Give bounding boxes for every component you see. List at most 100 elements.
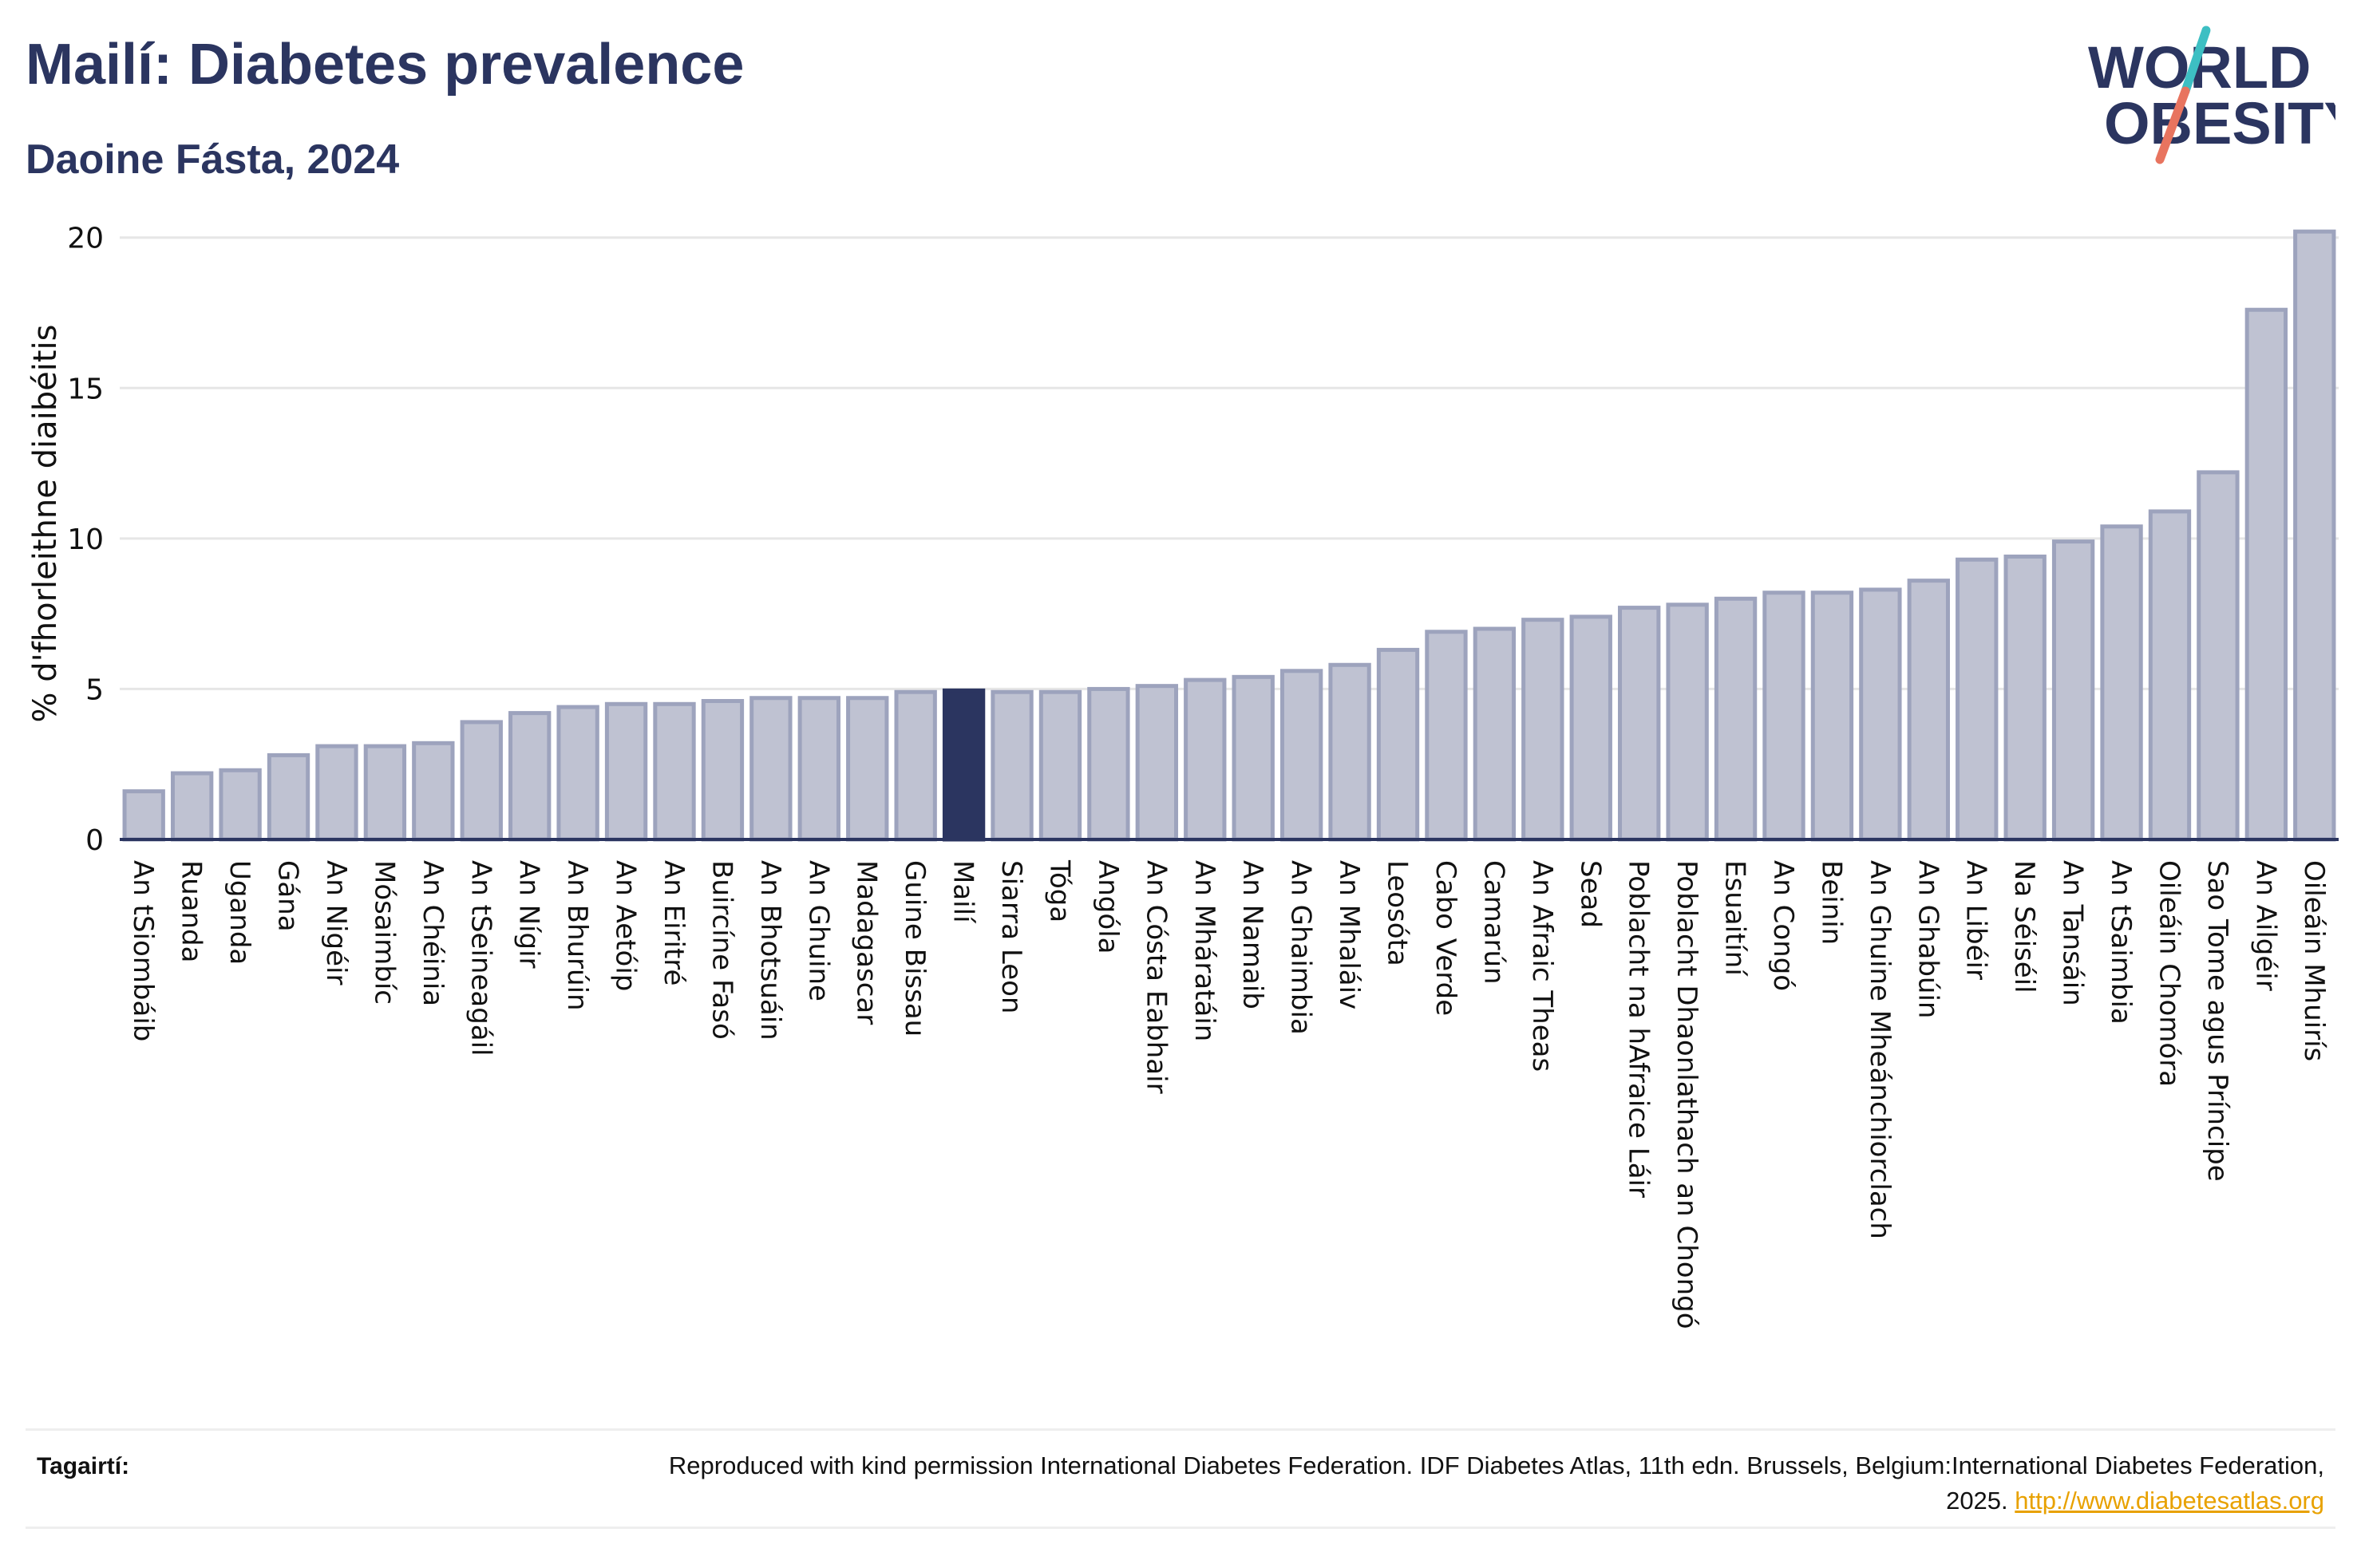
- x-tick-label: Sao Tome agus Príncipe: [2201, 860, 2233, 1182]
- x-tick-label: Ruanda: [176, 860, 208, 962]
- x-tick-label: An Cósta Eabhair: [1140, 860, 1172, 1094]
- x-tick-label: An Bhotsuáin: [754, 860, 786, 1041]
- logo-slash-coral: [2155, 86, 2190, 164]
- bars: [122, 229, 2336, 842]
- bar: [1473, 626, 1517, 842]
- x-tick-label: Poblacht Dhaonlathach an Chongó: [1671, 860, 1703, 1329]
- world-obesity-logo: WORLD OBESITY: [2088, 26, 2335, 164]
- bar: [846, 696, 889, 842]
- bar: [1810, 590, 1854, 842]
- bar: [1618, 606, 1661, 842]
- bar-highlighted: [942, 688, 986, 842]
- x-tick-label: Oileáin Mhuirís: [2298, 860, 2330, 1061]
- bar: [2244, 307, 2288, 842]
- x-tick-label: An Aetóip: [610, 860, 642, 991]
- x-tick-label: An Congó: [1767, 860, 1799, 991]
- bar: [1038, 689, 1082, 842]
- references-footer: Tagairtí: Reproduced with kind permissio…: [26, 1428, 2335, 1529]
- bar: [1762, 590, 1805, 842]
- references-link[interactable]: http://www.diabetesatlas.org: [2015, 1487, 2324, 1515]
- x-tick-label: Tóga: [1043, 859, 1075, 922]
- bar: [2197, 470, 2240, 842]
- x-tick-label: Guine Bissau: [899, 860, 931, 1037]
- logo-line-obesity: OBESITY: [2104, 90, 2335, 156]
- x-tick-label: Sead: [1574, 860, 1606, 928]
- bar: [315, 744, 358, 842]
- bar: [412, 741, 455, 842]
- bar: [1279, 669, 1323, 842]
- bar: [1521, 618, 1564, 842]
- y-tick-label: 20: [67, 223, 104, 255]
- x-tick-label: An Eiritré: [658, 860, 690, 985]
- y-tick-label: 15: [67, 373, 104, 405]
- x-tick-label: An Bhurúin: [561, 860, 593, 1011]
- y-axis-label: % d'fhorleithne diaibéitis: [27, 325, 64, 723]
- x-tick-label: An Libéir: [1960, 860, 1992, 980]
- x-tick-label: An tSaimbia: [2105, 860, 2137, 1025]
- x-tick-label: Angóla: [1092, 860, 1124, 954]
- chart-title: Mailí: Diabetes prevalence: [26, 33, 745, 97]
- bar: [749, 696, 793, 842]
- x-tick-label: An Namaib: [1236, 860, 1268, 1009]
- x-tick-label: An Ghaimbia: [1285, 860, 1317, 1035]
- bar: [2148, 509, 2192, 842]
- x-tick-label: Beinin: [1815, 860, 1847, 945]
- bar: [991, 689, 1034, 842]
- bar: [170, 771, 214, 842]
- logo-slash-teal: [2181, 26, 2211, 96]
- x-tick-label: An tSeineagáil: [465, 860, 496, 1057]
- bar: [219, 768, 262, 842]
- bar: [1135, 684, 1179, 842]
- x-tick-label: Oileáin Chomóra: [2153, 860, 2185, 1087]
- bar: [797, 696, 840, 842]
- x-tick-label: An Afraic Theas: [1526, 860, 1558, 1072]
- y-tick-label: 10: [67, 523, 104, 556]
- bar: [894, 689, 937, 842]
- bar: [1376, 647, 1420, 842]
- x-tick-labels: An tSiombáib Ruanda Uganda Gána An Nigéir Mós…: [127, 859, 2330, 1329]
- x-tick-label: An tSiombáib: [127, 860, 159, 1041]
- bar: [2003, 554, 2047, 842]
- x-tick-label: Uganda: [223, 860, 255, 965]
- bar: [1328, 662, 1371, 842]
- bar: [1087, 686, 1130, 842]
- x-tick-label: Mósaimbíc: [368, 860, 400, 1005]
- bar: [1714, 596, 1758, 842]
- x-tick-label: Leosóta: [1382, 860, 1414, 966]
- x-tick-label: Gána: [272, 860, 304, 932]
- bar: [701, 699, 745, 842]
- bar: [604, 701, 648, 842]
- x-tick-label: An Mháratáin: [1188, 860, 1220, 1041]
- bar: [1907, 579, 1950, 842]
- bar: [122, 789, 165, 842]
- bar: [1425, 630, 1468, 842]
- bar: [1232, 674, 1275, 842]
- bar: [1569, 614, 1612, 842]
- bar: [267, 752, 310, 842]
- chart-subtitle: Daoine Fásta, 2024: [26, 136, 400, 183]
- x-tick-label: Buircíne Fasó: [706, 860, 738, 1040]
- x-tick-label: An Mhaláiv: [1333, 860, 1365, 1009]
- bar: [508, 711, 552, 842]
- x-tick-label: An Nígir: [513, 860, 545, 969]
- x-tick-label: An Ailgéir: [2249, 860, 2281, 991]
- references-label: Tagairtí:: [37, 1453, 130, 1479]
- bar: [363, 744, 407, 842]
- x-tick-label: Siarra Leon: [995, 860, 1027, 1013]
- x-tick-label: Cabo Verde: [1430, 860, 1461, 1016]
- bar: [1859, 587, 1902, 842]
- bar: [1956, 557, 1999, 842]
- x-tick-label: An Ghuine: [802, 860, 834, 1001]
- x-tick-label: An Ghuine Mheánchiorclach: [1864, 860, 1896, 1239]
- bar: [1666, 602, 1709, 842]
- x-tick-label: Mailí: [947, 860, 979, 924]
- bar: [460, 720, 503, 842]
- bar: [2051, 539, 2095, 842]
- y-tick-labels: 0 5 10 15 20: [67, 223, 104, 857]
- x-tick-label: Poblacht na hAfraice Láir: [1623, 860, 1655, 1198]
- x-tick-label: An Nigéir: [320, 860, 352, 985]
- references-citation: Reproduced with kind permission Internat…: [668, 1451, 2324, 1515]
- x-tick-label: Esuaitíní: [1719, 860, 1751, 977]
- x-tick-label: An Chéinia: [417, 860, 449, 1006]
